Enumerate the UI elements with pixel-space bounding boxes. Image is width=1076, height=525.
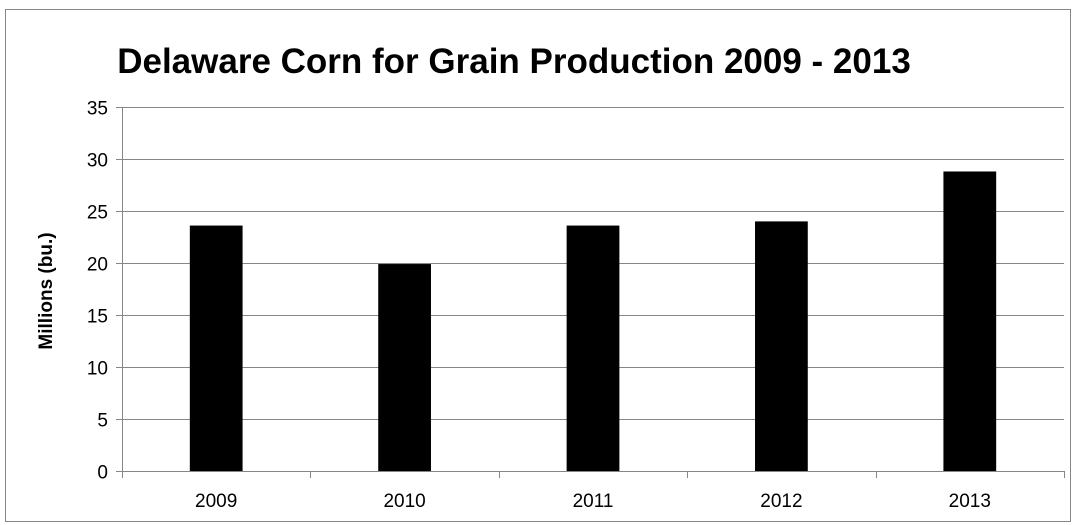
bar-2011	[566, 225, 620, 471]
bar-2009	[189, 225, 243, 471]
y-tick-label: 30	[87, 151, 108, 172]
y-tick-label: 10	[87, 359, 108, 380]
y-tick-label: 35	[87, 99, 108, 120]
y-tick-labels: 0 5 10 15 20 25 30 35	[87, 99, 108, 484]
bar-2010	[378, 264, 431, 471]
y-tick-label: 5	[97, 411, 108, 432]
chart-title: Delaware Corn for Grain Production 2009 …	[117, 42, 911, 81]
x-tick-label: 2012	[760, 491, 802, 512]
chart-frame	[5, 9, 1071, 522]
y-tick-label: 0	[97, 463, 108, 484]
bars	[189, 171, 997, 472]
gridlines	[122, 107, 1064, 420]
y-tick-label: 25	[87, 203, 108, 224]
y-tick-label: 20	[87, 255, 108, 276]
x-tick-label: 2013	[949, 491, 991, 512]
bar-2012	[755, 221, 808, 471]
axes	[116, 107, 1065, 478]
x-tick-label: 2009	[195, 491, 237, 512]
y-axis-title: Millions (bu.)	[36, 232, 57, 349]
y-tick-label: 15	[87, 307, 108, 328]
x-tick-label: 2011	[573, 491, 614, 512]
x-tick-labels: 2009 2010 2011 2012 2013	[195, 491, 991, 512]
x-tick-label: 2010	[383, 491, 425, 512]
bar-2013	[943, 171, 997, 472]
